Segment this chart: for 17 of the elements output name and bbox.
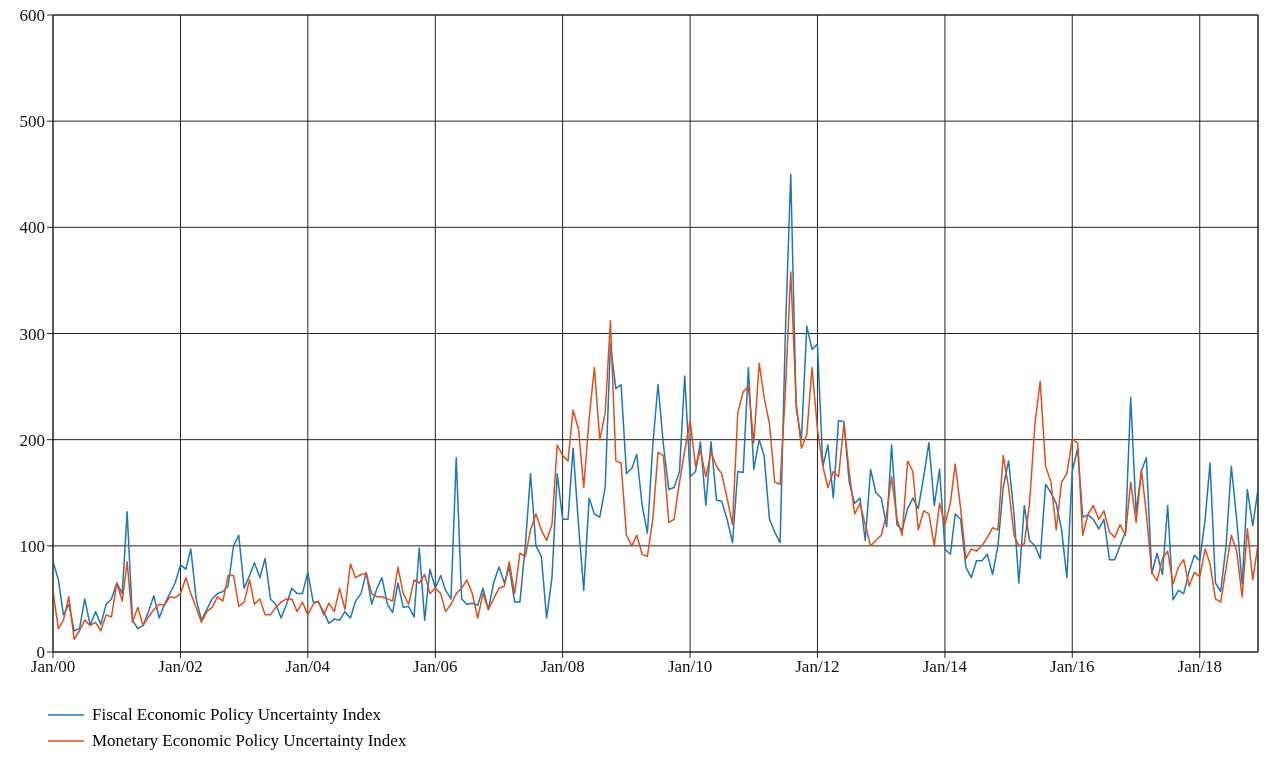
x-tick-label: Jan/18: [1177, 657, 1222, 677]
x-tick-label: Jan/16: [1050, 657, 1095, 677]
x-tick-label: Jan/12: [795, 657, 840, 677]
x-tick-label: Jan/04: [285, 657, 331, 677]
y-tick-label: 600: [19, 6, 45, 26]
y-tick-label: 200: [19, 430, 45, 450]
y-tick-label: 500: [19, 112, 45, 132]
y-tick-label: 100: [19, 536, 45, 556]
x-tick-label: Jan/02: [158, 657, 203, 677]
x-tick-label: Jan/06: [413, 657, 458, 677]
x-tick-label: Jan/08: [540, 657, 585, 677]
legend-label: Fiscal Economic Policy Uncertainty Index: [92, 705, 381, 725]
legend-label: Monetary Economic Policy Uncertainty Index: [92, 731, 407, 751]
x-tick-label: Jan/10: [667, 657, 713, 677]
x-tick-label: Jan/14: [922, 657, 968, 677]
y-tick-label: 400: [19, 218, 45, 238]
y-tick-label: 300: [19, 324, 45, 344]
